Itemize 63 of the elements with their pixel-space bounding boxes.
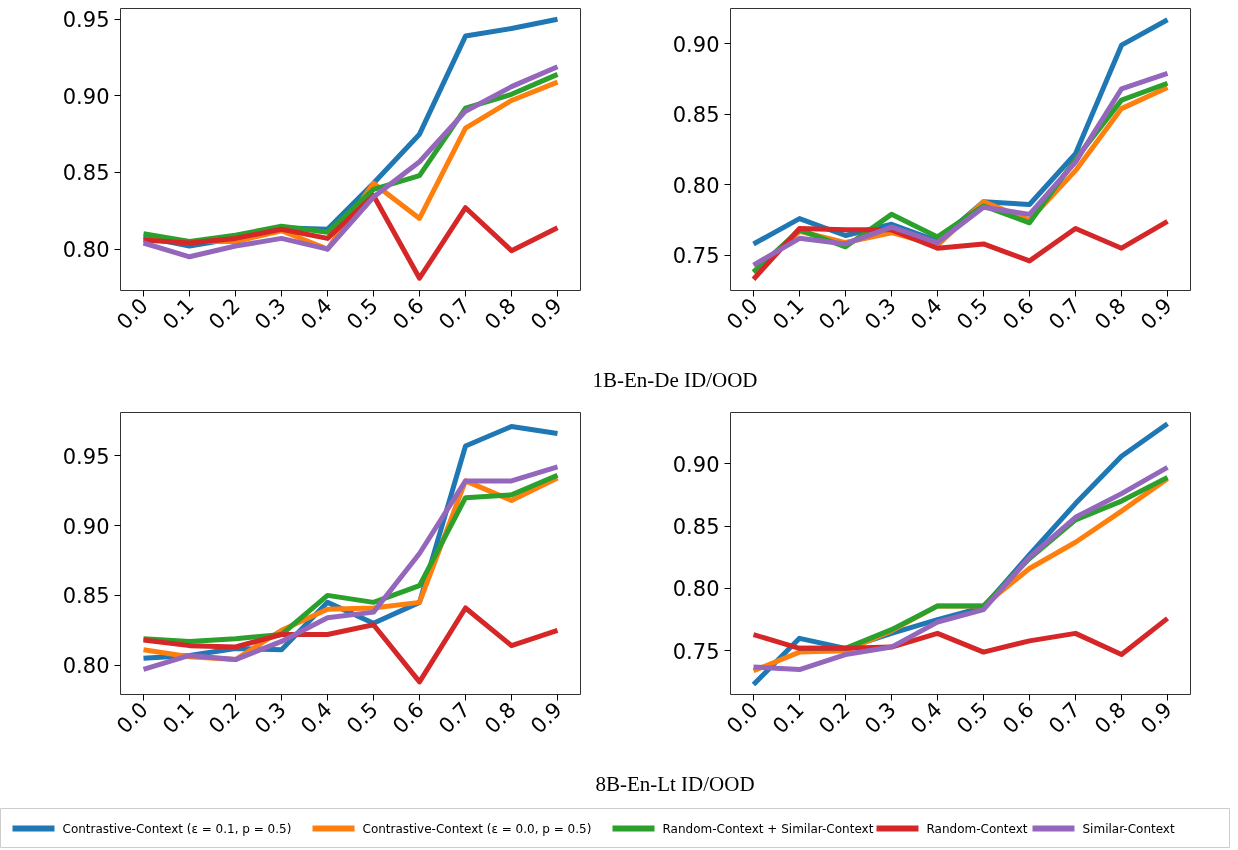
x-tick-label: 0.7 [1044, 293, 1085, 335]
text: 1B-En-De ID/OOD [592, 367, 758, 394]
x-tick-label: 0.8 [480, 697, 521, 739]
x-tick-label: 0.6 [998, 293, 1039, 335]
y-tick-label: 0.85 [672, 103, 720, 128]
x-tick-label: 0.1 [158, 293, 199, 335]
x-tick-label: 0.6 [388, 293, 429, 335]
x-tick-label: 0.8 [1090, 293, 1131, 335]
x-tick-label: 0.7 [434, 293, 475, 335]
x-tick-label: 0.9 [1136, 293, 1177, 335]
x-tick-label: 0.0 [722, 697, 763, 739]
x-tick-label: 0.4 [296, 293, 337, 335]
y-tick-label: 0.80 [672, 577, 720, 602]
y-tick-label: 0.80 [62, 654, 110, 679]
x-tick-label: 0.1 [158, 697, 199, 739]
x-tick-label: 0.2 [814, 697, 855, 739]
x-tick-label: 0.7 [1044, 697, 1085, 739]
x-tick-label: 0.9 [526, 697, 567, 739]
x-tick-label: 0.2 [204, 293, 245, 335]
y-tick-label: 0.90 [672, 452, 720, 477]
x-tick-label: 0.9 [1136, 697, 1177, 739]
text: 8B-En-Lt ID/OOD [595, 771, 755, 798]
x-tick-label: 0.4 [906, 697, 947, 739]
x-tick-label: 0.0 [112, 697, 153, 739]
x-tick-label: 0.5 [952, 697, 993, 739]
y-tick-label: 0.85 [672, 515, 720, 540]
x-tick-label: 0.3 [250, 293, 291, 335]
x-tick-label: 0.5 [342, 293, 383, 335]
x-tick-label: 0.2 [204, 697, 245, 739]
y-tick-label: 0.85 [62, 161, 110, 186]
y-tick-label: 0.85 [62, 584, 110, 609]
x-tick-label: 0.6 [998, 697, 1039, 739]
x-tick-label: 0.0 [112, 293, 153, 335]
legend-label: Contrastive-Context (ε = 0.1, p = 0.5) [62, 821, 292, 836]
x-tick-label: 0.2 [814, 293, 855, 335]
x-tick-label: 0.4 [296, 697, 337, 739]
x-tick-label: 0.8 [480, 293, 521, 335]
x-tick-label: 0.7 [434, 697, 475, 739]
x-tick-label: 0.5 [342, 697, 383, 739]
y-tick-label: 0.90 [62, 514, 110, 539]
x-tick-label: 0.5 [952, 293, 993, 335]
y-tick-label: 0.75 [672, 244, 720, 269]
legend-label: Contrastive-Context (ε = 0.0, p = 0.5) [362, 821, 592, 836]
x-tick-label: 0.3 [250, 697, 291, 739]
x-tick-label: 0.8 [1090, 697, 1131, 739]
legend-label: Random-Context [926, 821, 1028, 836]
y-tick-label: 0.75 [672, 639, 720, 664]
y-tick-label: 0.90 [672, 32, 720, 57]
x-tick-label: 0.1 [768, 697, 809, 739]
x-tick-label: 0.9 [526, 293, 567, 335]
y-tick-label: 0.95 [62, 8, 110, 33]
x-tick-label: 0.4 [906, 293, 947, 335]
x-tick-label: 0.0 [722, 293, 763, 335]
x-tick-label: 0.6 [388, 697, 429, 739]
legend-label: Random-Context + Similar-Context [662, 821, 874, 836]
y-tick-label: 0.95 [62, 444, 110, 469]
y-tick-label: 0.80 [62, 238, 110, 263]
x-tick-label: 0.3 [860, 293, 901, 335]
y-tick-label: 0.90 [62, 84, 110, 109]
x-tick-label: 0.3 [860, 697, 901, 739]
y-tick-label: 0.80 [672, 173, 720, 198]
x-tick-label: 0.1 [768, 293, 809, 335]
legend-label: Similar-Context [1082, 821, 1175, 836]
